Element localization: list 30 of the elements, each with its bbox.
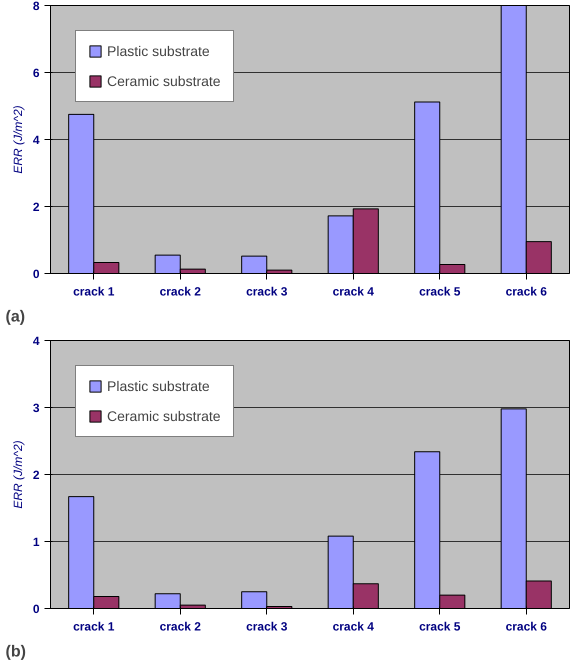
legend-label: Ceramic substrate: [107, 73, 221, 89]
y-tick-label: 8: [32, 0, 40, 13]
y-tick-label: 4: [32, 334, 40, 348]
x-tick-label: crack 5: [419, 620, 461, 634]
x-tick-label: crack 6: [506, 620, 548, 634]
x-tick-label: crack 1: [73, 620, 115, 634]
x-tick-label: crack 2: [160, 620, 202, 634]
legend-label: Plastic substrate: [107, 43, 210, 59]
text: (a): [6, 308, 26, 326]
text: (b): [6, 644, 26, 660]
y-axis-title: ERR (J/m^2): [10, 105, 25, 174]
y-tick-label: 2: [32, 468, 40, 482]
x-tick-label: crack 4: [332, 620, 374, 634]
x-tick-label: crack 1: [73, 284, 115, 298]
y-tick-label: 0: [32, 602, 40, 616]
y-tick-label: 6: [32, 66, 40, 80]
y-tick-label: 4: [32, 133, 40, 147]
legend-label: Plastic substrate: [107, 378, 210, 394]
x-tick-label: crack 5: [419, 284, 461, 298]
x-tick-label: crack 4: [332, 284, 374, 298]
x-tick-label: crack 3: [246, 620, 288, 634]
y-axis-title: ERR (J/m^2): [10, 440, 25, 509]
y-tick-label: 0: [32, 267, 40, 281]
legend-label: Ceramic substrate: [107, 408, 221, 424]
x-tick-label: crack 3: [246, 284, 288, 298]
y-tick-label: 2: [32, 200, 40, 214]
x-tick-label: crack 6: [506, 284, 548, 298]
y-tick-label: 3: [32, 401, 40, 415]
y-tick-label: 1: [32, 535, 40, 549]
x-tick-label: crack 2: [160, 284, 202, 298]
